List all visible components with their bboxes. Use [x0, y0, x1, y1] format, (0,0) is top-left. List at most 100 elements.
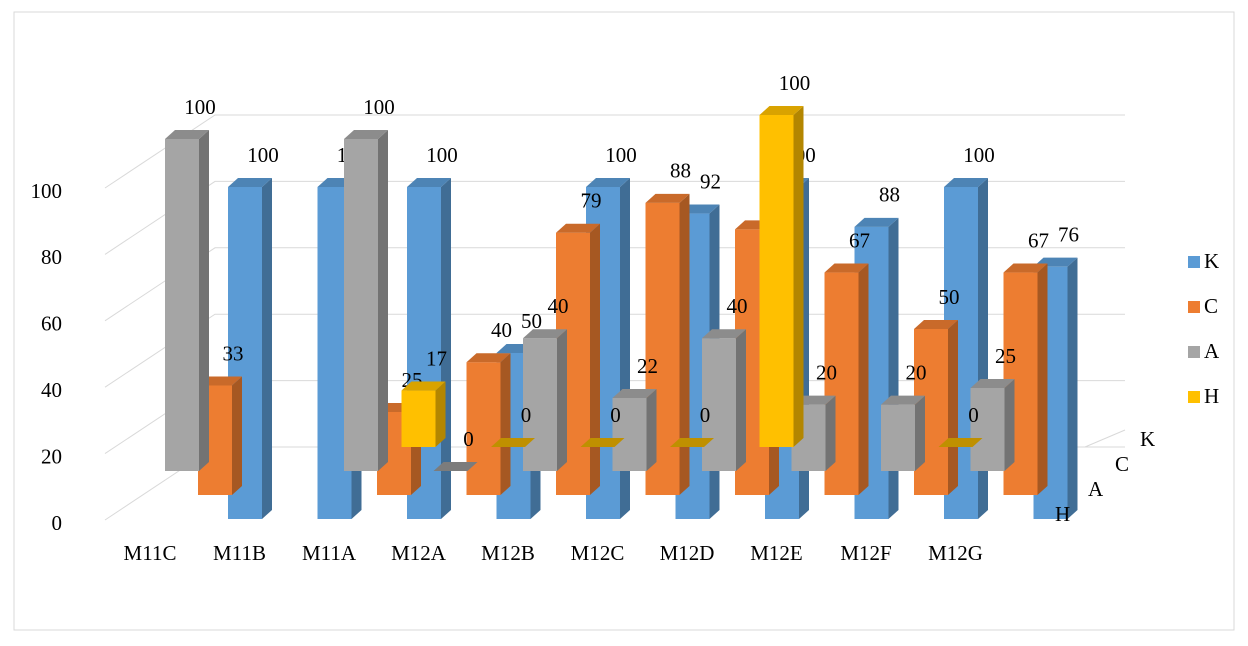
x-tick-label: M12B — [481, 541, 535, 565]
y-tick-label: 80 — [41, 245, 62, 269]
bar-top — [433, 462, 478, 471]
bar-side — [1067, 257, 1078, 519]
x-tick-label: M12C — [571, 541, 625, 565]
x-tick-label: M12D — [660, 541, 715, 565]
bar — [759, 115, 794, 447]
x-tick-label: M11A — [302, 541, 357, 565]
bar-side — [825, 395, 836, 471]
x-tick-label: M12E — [750, 541, 803, 565]
legend-label: K — [1204, 249, 1219, 273]
bar-side — [915, 395, 925, 471]
bar-side — [232, 376, 242, 495]
bar-top — [645, 193, 690, 203]
bar-side — [1037, 263, 1048, 495]
bar-side — [646, 388, 657, 471]
bar-top — [228, 178, 272, 187]
x-tick-label: M11B — [213, 541, 266, 565]
bar-top — [702, 329, 746, 339]
grid-line — [104, 114, 1125, 189]
bar-top — [491, 438, 535, 447]
data-label: 76 — [1058, 222, 1079, 246]
bar — [165, 139, 199, 471]
bar-top — [854, 217, 899, 227]
bar-top — [401, 381, 446, 391]
legend-label: A — [1204, 339, 1220, 363]
data-label: 100 — [247, 143, 279, 167]
bar-side — [679, 193, 690, 495]
bar-top — [670, 438, 714, 447]
bar-top — [1003, 263, 1048, 273]
x-tick-label: M12G — [928, 541, 983, 565]
bar-top — [970, 379, 1015, 388]
x-tick-label: M12F — [840, 541, 891, 565]
data-label: 0 — [968, 403, 979, 427]
bar-top — [407, 178, 451, 187]
data-label: 100 — [184, 95, 216, 119]
bar — [344, 139, 378, 471]
bar-top — [612, 388, 657, 398]
bar-side — [262, 178, 272, 519]
x-tick-label: M11C — [124, 541, 177, 565]
bar-top — [881, 395, 925, 405]
floor-edge — [1084, 429, 1126, 448]
bar — [523, 338, 557, 471]
bar-top — [165, 130, 209, 139]
data-label: 88 — [879, 183, 900, 207]
y-tick-label: 60 — [41, 312, 62, 336]
bar — [702, 338, 736, 471]
data-label: 33 — [223, 341, 244, 365]
bar-top — [914, 320, 958, 329]
x-tick-label: M12A — [391, 541, 447, 565]
bar-top — [824, 263, 869, 273]
bar-side — [435, 381, 446, 447]
grid-line — [104, 247, 1125, 322]
data-label: 67 — [849, 228, 870, 252]
depth-label: A — [1088, 477, 1104, 501]
bar-side — [1004, 379, 1015, 471]
bar-side — [199, 130, 209, 471]
bar-side — [858, 263, 869, 495]
legend-swatch — [1188, 301, 1200, 313]
data-label: 20 — [906, 360, 927, 384]
depth-label: H — [1055, 502, 1070, 526]
data-label: 50 — [521, 309, 542, 333]
legend-label: C — [1204, 294, 1218, 318]
data-label: 100 — [963, 143, 995, 167]
bar — [401, 390, 436, 447]
y-tick-label: 100 — [31, 179, 63, 203]
data-label: 0 — [610, 403, 621, 427]
grid-line — [104, 313, 1125, 388]
data-label: 0 — [700, 403, 711, 427]
data-label: 22 — [637, 354, 658, 378]
bar — [970, 388, 1005, 471]
bar — [881, 404, 915, 471]
y-tick-label: 20 — [41, 444, 62, 468]
bar — [612, 397, 647, 471]
data-label: 40 — [548, 294, 569, 318]
bar-side — [948, 320, 958, 495]
bar-top — [586, 178, 630, 187]
data-label: 25 — [995, 344, 1016, 368]
data-label: 92 — [700, 169, 721, 193]
bar-side — [557, 329, 567, 471]
bar-top — [523, 329, 567, 339]
bar-side — [736, 329, 746, 471]
y-tick-label: 0 — [52, 511, 63, 535]
data-label: 100 — [779, 71, 811, 95]
bar-side — [793, 106, 804, 447]
bar-side — [378, 130, 388, 471]
data-label: 20 — [816, 360, 837, 384]
legend-label: H — [1204, 384, 1219, 408]
legend-swatch — [1188, 391, 1200, 403]
data-label: 100 — [363, 95, 395, 119]
bar — [466, 362, 501, 495]
data-label: 88 — [670, 159, 691, 183]
bar-top — [944, 178, 988, 187]
bar-top — [938, 438, 983, 447]
bar-side — [500, 353, 511, 495]
legend-swatch — [1188, 256, 1200, 268]
bar-top — [466, 353, 511, 363]
data-label: 40 — [727, 294, 748, 318]
y-tick-label: 40 — [41, 378, 62, 402]
